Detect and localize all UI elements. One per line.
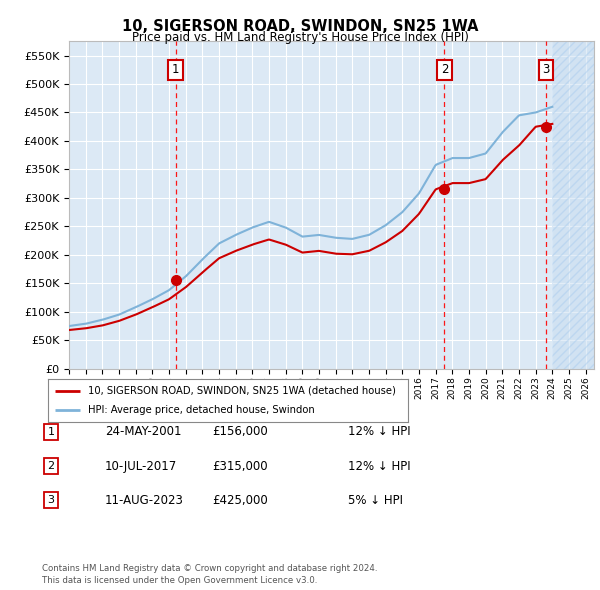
Text: 10, SIGERSON ROAD, SWINDON, SN25 1WA (detached house): 10, SIGERSON ROAD, SWINDON, SN25 1WA (de… — [88, 386, 395, 396]
Text: 1: 1 — [172, 63, 179, 76]
Text: 2: 2 — [47, 461, 55, 471]
Text: Contains HM Land Registry data © Crown copyright and database right 2024.
This d: Contains HM Land Registry data © Crown c… — [42, 565, 377, 585]
Text: 24-MAY-2001: 24-MAY-2001 — [105, 425, 182, 438]
Text: 2: 2 — [441, 63, 448, 76]
Text: 11-AUG-2023: 11-AUG-2023 — [105, 494, 184, 507]
Text: 10, SIGERSON ROAD, SWINDON, SN25 1WA: 10, SIGERSON ROAD, SWINDON, SN25 1WA — [122, 19, 478, 34]
Text: £315,000: £315,000 — [212, 460, 268, 473]
Text: 3: 3 — [47, 496, 55, 505]
Text: 10-JUL-2017: 10-JUL-2017 — [105, 460, 177, 473]
Text: 12% ↓ HPI: 12% ↓ HPI — [348, 460, 410, 473]
Text: 1: 1 — [47, 427, 55, 437]
Text: HPI: Average price, detached house, Swindon: HPI: Average price, detached house, Swin… — [88, 405, 314, 415]
Text: Price paid vs. HM Land Registry's House Price Index (HPI): Price paid vs. HM Land Registry's House … — [131, 31, 469, 44]
Text: 12% ↓ HPI: 12% ↓ HPI — [348, 425, 410, 438]
Text: 5% ↓ HPI: 5% ↓ HPI — [348, 494, 403, 507]
Text: £156,000: £156,000 — [212, 425, 268, 438]
Text: 3: 3 — [542, 63, 550, 76]
Bar — [553, 41, 594, 369]
Text: £425,000: £425,000 — [212, 494, 268, 507]
